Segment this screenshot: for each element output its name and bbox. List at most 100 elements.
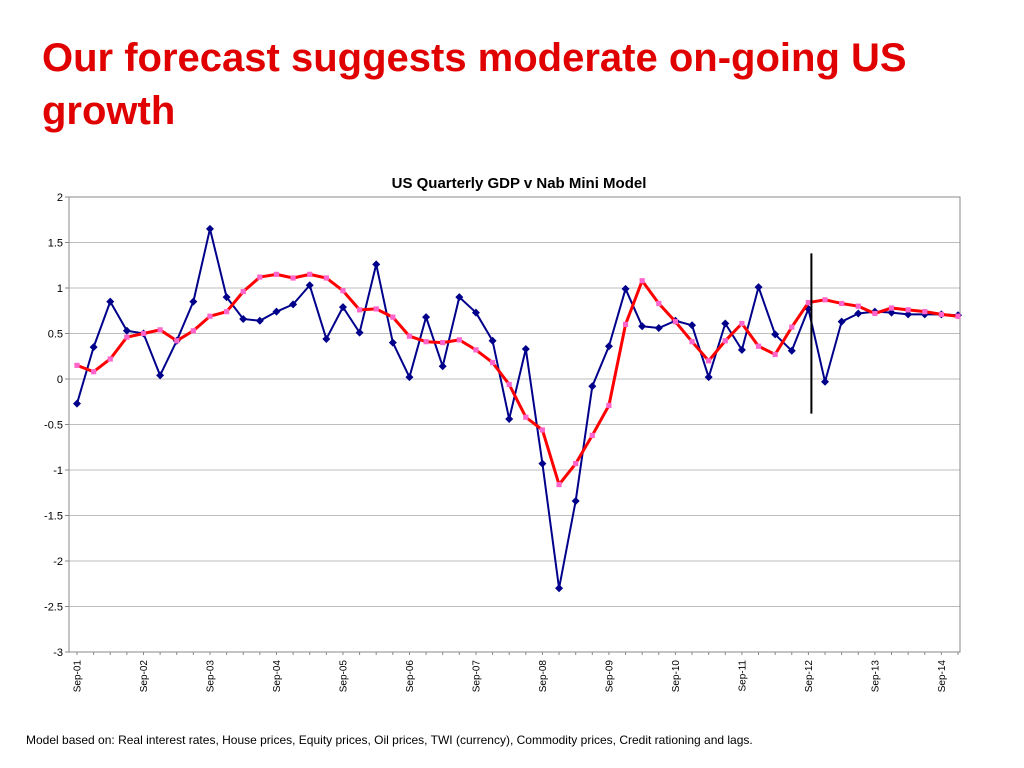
data-point	[639, 278, 645, 284]
x-tick-label: Sep-04	[272, 660, 283, 693]
data-point	[888, 305, 895, 311]
data-point	[539, 427, 546, 433]
data-point	[207, 313, 213, 319]
data-point	[905, 307, 911, 313]
data-point	[240, 289, 246, 295]
data-point	[688, 321, 697, 330]
data-point	[672, 319, 679, 325]
data-point	[205, 224, 214, 233]
data-point	[224, 309, 230, 315]
y-tick-label: -1.5	[44, 511, 63, 523]
data-point	[322, 334, 331, 343]
data-point	[523, 414, 529, 420]
x-tick-label: Sep-09	[604, 660, 615, 693]
data-point	[622, 321, 629, 327]
data-point	[606, 402, 612, 408]
data-point	[573, 461, 579, 467]
data-point	[124, 334, 130, 340]
data-point	[473, 347, 479, 353]
x-tick-label: Sep-13	[870, 660, 881, 693]
data-point	[406, 333, 413, 339]
data-point	[739, 320, 745, 327]
data-point	[456, 337, 462, 343]
data-point	[388, 338, 397, 347]
data-point	[754, 283, 763, 292]
data-point	[390, 314, 396, 320]
data-point	[257, 274, 263, 280]
data-point	[89, 343, 98, 352]
data-point	[255, 316, 264, 325]
data-point	[438, 362, 447, 371]
data-point	[140, 330, 147, 337]
data-point	[521, 344, 530, 353]
data-point	[356, 307, 363, 313]
x-axis: Sep-01 Sep-02 Sep-03 Sep-04 Sep-05 Sep-06 Sep-…	[73, 652, 959, 692]
data-point	[656, 300, 662, 307]
line-chart: US Quarterly GDP v Nab Mini Model 2 1.5 1 0…	[44, 175, 962, 692]
x-tick-label: Sep-14	[937, 660, 948, 693]
data-point	[423, 339, 429, 345]
x-tick-label: Sep-10	[671, 660, 682, 693]
data-point	[239, 314, 248, 323]
data-point	[440, 340, 446, 346]
data-point	[839, 300, 845, 307]
x-tick-label: Sep-05	[338, 660, 349, 693]
chart-container: US Quarterly GDP v Nab Mini Model 2 1.5 1 0…	[0, 160, 1024, 720]
y-tick-label: 1	[57, 283, 63, 295]
data-point	[755, 343, 762, 349]
data-point	[706, 358, 712, 364]
data-point	[74, 362, 80, 368]
data-point	[604, 342, 613, 351]
data-point	[73, 399, 81, 408]
data-point	[190, 328, 196, 334]
y-tick-label: -2.5	[44, 602, 63, 614]
y-tick-label: -3	[53, 647, 63, 659]
data-point	[555, 584, 564, 593]
series-layer	[73, 224, 962, 593]
data-point	[273, 271, 280, 277]
data-point	[189, 297, 198, 306]
data-point	[455, 293, 464, 302]
x-tick-label: Sep-06	[405, 660, 416, 693]
data-point	[638, 322, 647, 331]
data-point	[789, 324, 795, 330]
y-tick-label: -1	[53, 465, 63, 477]
data-point	[654, 324, 663, 333]
chart-title: US Quarterly GDP v Nab Mini Model	[392, 175, 647, 192]
data-point	[787, 346, 796, 355]
y-tick-label: -2	[53, 556, 63, 568]
data-point	[955, 313, 961, 319]
data-point	[805, 299, 811, 306]
y-tick-label: 1.5	[48, 238, 63, 250]
footnote: Model based on: Real interest rates, Hou…	[26, 733, 753, 747]
series-line	[76, 227, 959, 590]
data-point	[721, 319, 730, 328]
data-point	[290, 275, 296, 281]
data-point	[588, 382, 597, 391]
data-point	[938, 311, 944, 317]
data-point	[855, 303, 861, 309]
data-point	[556, 481, 562, 488]
data-point	[822, 297, 828, 303]
data-point	[156, 371, 165, 380]
data-point	[489, 360, 496, 366]
data-point	[91, 369, 97, 375]
slide-title: Our forecast suggests moderate on-going …	[42, 36, 907, 133]
y-tick-label: 0.5	[48, 329, 63, 341]
data-point	[373, 306, 379, 312]
y-tick-label: -0.5	[44, 420, 63, 432]
data-point	[872, 310, 878, 317]
series-gdp	[73, 224, 962, 593]
data-point	[722, 338, 728, 344]
data-point	[854, 309, 863, 318]
data-point	[107, 356, 113, 362]
data-point	[471, 308, 480, 317]
data-point	[222, 293, 231, 302]
data-point	[737, 345, 746, 354]
data-point	[355, 328, 364, 337]
x-tick-label: Sep-07	[471, 660, 482, 693]
data-point	[157, 327, 163, 333]
data-point	[771, 330, 780, 339]
x-tick-label: Sep-02	[139, 660, 150, 693]
data-point	[106, 297, 115, 306]
